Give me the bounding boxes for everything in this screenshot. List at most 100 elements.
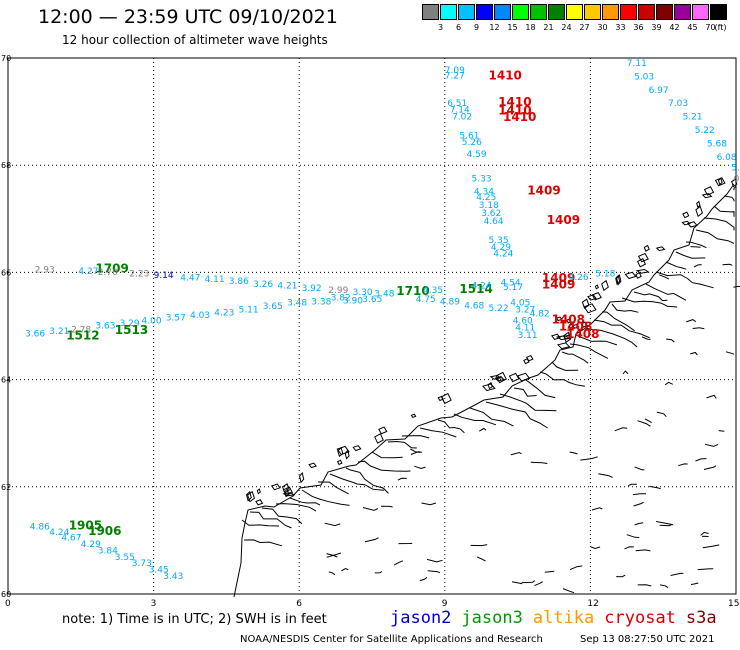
pass-time-label: 1410 bbox=[489, 68, 522, 82]
wave-height-label: 5.03 bbox=[634, 72, 654, 82]
legend-swatch bbox=[602, 4, 619, 20]
fjord-inlet bbox=[249, 511, 292, 529]
wave-height-label: 4.00 bbox=[142, 316, 162, 326]
island bbox=[695, 205, 703, 218]
wave-height-label: 3.63 bbox=[95, 322, 115, 332]
inland-water bbox=[341, 568, 349, 572]
fjord-inlet bbox=[655, 271, 714, 289]
island bbox=[703, 186, 715, 196]
wave-height-label: 3.92 bbox=[302, 284, 322, 294]
wave-height-label: 9.14 bbox=[154, 271, 174, 281]
wave-height-label: 4.67 bbox=[61, 533, 81, 543]
island bbox=[594, 284, 599, 290]
wave-height-label: 4.11 bbox=[515, 323, 535, 333]
pass-time-label: 1409 bbox=[542, 278, 575, 292]
fjord-inlet bbox=[561, 351, 589, 364]
inland-water bbox=[478, 427, 487, 432]
inland-water bbox=[324, 522, 341, 527]
inland-water bbox=[534, 581, 543, 587]
wave-height-label: 4.05 bbox=[510, 299, 530, 309]
island bbox=[336, 459, 343, 466]
credit-text: NOAA/NESDIS Center for Satellite Applica… bbox=[240, 634, 543, 645]
satellite-name-cryosat: cryosat bbox=[604, 608, 676, 628]
inland-water bbox=[374, 571, 383, 574]
wave-height-label: 5.11 bbox=[239, 306, 259, 316]
legend-swatch bbox=[584, 4, 601, 20]
island bbox=[655, 246, 666, 252]
fjord-inlet bbox=[419, 427, 457, 438]
inland-water bbox=[470, 544, 488, 547]
island bbox=[601, 279, 609, 292]
island bbox=[566, 318, 572, 324]
island bbox=[489, 374, 502, 380]
legend-label: 6 bbox=[455, 23, 462, 32]
wave-height-label: 2.93 bbox=[35, 265, 55, 275]
wave-height-label: 3.62 bbox=[481, 209, 501, 219]
wave-height-label: 3.43 bbox=[163, 572, 183, 582]
wave-height-label: 3.48 bbox=[374, 290, 394, 300]
island bbox=[581, 298, 590, 309]
fjord-inlet bbox=[345, 467, 389, 494]
legend-label: 30 bbox=[597, 23, 608, 32]
wave-height-label: 5.21 bbox=[683, 113, 703, 123]
wave-height-labels: 7.097.27 1410 7.11 5.03 6.97 7.03 5.21 5.22 5.68… bbox=[25, 59, 740, 582]
island bbox=[591, 291, 602, 301]
island bbox=[255, 499, 264, 506]
inland-water bbox=[477, 556, 486, 562]
island bbox=[378, 426, 388, 435]
page-subtitle: 12 hour collection of altimeter wave hei… bbox=[62, 33, 328, 47]
wave-height-label: 3.84 bbox=[98, 546, 118, 556]
island bbox=[635, 268, 650, 274]
wave-height-label: 6.08 bbox=[717, 153, 737, 163]
inland-water bbox=[733, 285, 740, 288]
wave-height-label: 7.27 bbox=[445, 71, 465, 81]
pass-time-label: 1905 bbox=[69, 519, 102, 533]
legend-label: 42 bbox=[669, 23, 680, 32]
island bbox=[247, 490, 256, 503]
coastline bbox=[233, 177, 740, 598]
inland-water bbox=[393, 560, 404, 566]
fjord-inlet bbox=[665, 261, 687, 270]
fjord-inlet bbox=[453, 413, 497, 426]
fjord-inlet bbox=[695, 229, 735, 244]
inland-water bbox=[690, 351, 698, 356]
wave-height-label: 7.11 bbox=[627, 59, 647, 69]
wave-height-label: 3.29 bbox=[120, 319, 140, 329]
pass-time-label: 1410 bbox=[498, 103, 531, 117]
inland-water bbox=[634, 466, 645, 471]
island bbox=[636, 258, 647, 268]
island bbox=[516, 372, 531, 382]
wave-height-label: 3.90 bbox=[343, 297, 363, 307]
wave-height-label: 4.86 bbox=[30, 523, 50, 533]
island bbox=[256, 488, 261, 495]
legend-swatch bbox=[548, 4, 565, 20]
inland-water bbox=[637, 420, 651, 427]
inland-water bbox=[703, 465, 717, 470]
fjord-inlet bbox=[593, 319, 650, 339]
island bbox=[583, 303, 597, 314]
satellite-name-altika: altika bbox=[532, 608, 595, 628]
legend-swatch bbox=[620, 4, 637, 20]
wave-height-label: 3.45 bbox=[149, 566, 169, 576]
inland-water bbox=[626, 534, 640, 538]
legend-swatch bbox=[692, 4, 709, 20]
fjord-inlet bbox=[437, 419, 465, 434]
pass-time-label: 1410 bbox=[503, 110, 536, 124]
island bbox=[568, 322, 575, 332]
wave-height-label: 3.86 bbox=[229, 277, 249, 287]
inland-water bbox=[678, 463, 688, 467]
legend-label: 18 bbox=[525, 23, 536, 32]
wave-height-label: 6.97 bbox=[649, 86, 669, 96]
island bbox=[682, 211, 690, 219]
inland-water bbox=[521, 580, 536, 584]
island bbox=[556, 342, 571, 350]
island bbox=[308, 462, 317, 469]
fjord-inlet bbox=[633, 291, 668, 302]
inland-water bbox=[664, 381, 674, 386]
inland-water bbox=[634, 522, 644, 526]
wave-height-label: 4.27 bbox=[78, 267, 98, 277]
inland-water bbox=[426, 558, 443, 563]
wave-height-label: 4.24 bbox=[49, 528, 69, 538]
wave-height-label: 5.26 bbox=[462, 138, 482, 148]
wave-height-label: 4.29 bbox=[81, 540, 101, 550]
